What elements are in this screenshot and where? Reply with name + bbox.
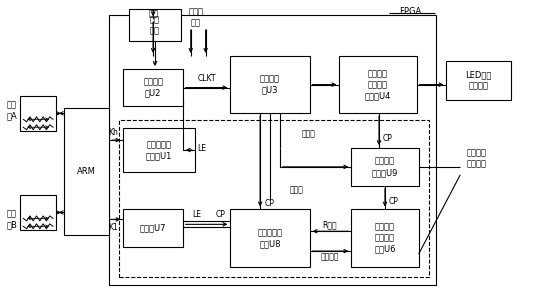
Text: LED光带
驱动电路: LED光带 驱动电路 — [466, 71, 492, 91]
Text: 位数据移
位输出控
制电路U4: 位数据移 位输出控 制电路U4 — [365, 69, 391, 100]
Text: 分频预置值
锁存器U1: 分频预置值 锁存器U1 — [146, 140, 172, 160]
Text: K1: K1 — [109, 223, 119, 232]
Bar — [129, 9, 181, 41]
Text: FPGA: FPGA — [399, 7, 421, 16]
Text: 对射
管A: 对射 管A — [7, 101, 17, 121]
Bar — [351, 209, 419, 267]
Text: Kh: Kh — [108, 128, 119, 137]
Bar — [119, 120, 429, 277]
Text: CLKT: CLKT — [197, 74, 216, 83]
Text: 补充持续
时间电路: 补充持续 时间电路 — [466, 148, 486, 168]
Bar — [20, 95, 56, 131]
Text: 锁存器U7: 锁存器U7 — [140, 224, 166, 233]
Text: 计数完成: 计数完成 — [320, 253, 339, 261]
Text: LE: LE — [197, 143, 207, 153]
Bar — [64, 109, 109, 235]
Bar — [123, 69, 183, 106]
Bar — [339, 56, 417, 113]
Text: 位数据移
位脉冲计
数器U6: 位数据移 位脉冲计 数器U6 — [374, 223, 395, 254]
Text: 时序控制
器U3: 时序控制 器U3 — [260, 74, 280, 95]
Bar — [447, 61, 511, 101]
Text: 帧脉冲: 帧脉冲 — [302, 130, 316, 139]
Text: CP: CP — [265, 199, 275, 208]
Text: 带预置值计
数器U8: 带预置值计 数器U8 — [257, 228, 282, 248]
Bar — [109, 15, 436, 285]
Text: 数据: 数据 — [148, 9, 158, 18]
Bar — [123, 128, 195, 172]
Text: R复位: R复位 — [322, 221, 337, 230]
Text: LE: LE — [192, 210, 201, 219]
Text: 扫描列数
计数器U9: 扫描列数 计数器U9 — [372, 157, 398, 177]
Bar — [123, 209, 183, 247]
Text: ARM: ARM — [77, 167, 96, 176]
Bar — [351, 148, 419, 186]
Text: 列脉冲: 列脉冲 — [290, 185, 304, 194]
Text: 帧存储
器组: 帧存储 器组 — [188, 7, 203, 27]
Bar — [20, 195, 56, 230]
Text: CP: CP — [383, 134, 393, 143]
Text: 时钟分频
器U2: 时钟分频 器U2 — [143, 78, 163, 98]
Bar — [230, 209, 310, 267]
Text: CP: CP — [389, 197, 399, 206]
Bar — [230, 56, 310, 113]
Text: 对射
管B: 对射 管B — [7, 209, 17, 230]
Text: CP: CP — [215, 210, 225, 219]
Text: 外部
晶振: 外部 晶振 — [150, 15, 160, 35]
